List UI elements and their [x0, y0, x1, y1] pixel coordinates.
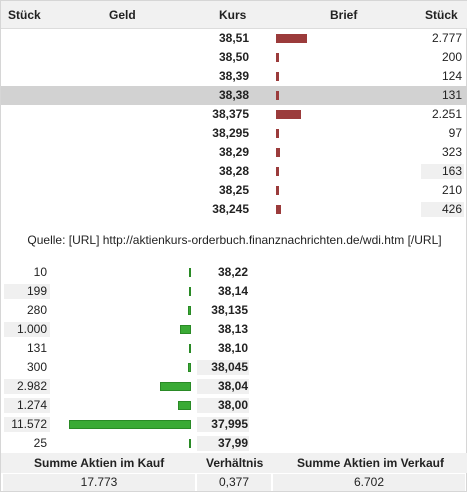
summary-values: 17.773 0,377 6.702: [1, 473, 467, 492]
ask-price: 38,29: [218, 145, 249, 159]
ask-row: 38,25 210: [1, 181, 467, 200]
sell-sum-value: 6.702: [273, 474, 465, 491]
bid-volume-bar: [69, 420, 191, 429]
bid-row: 10 38,22: [1, 263, 467, 282]
ask-volume-bar: [276, 186, 279, 195]
bid-row: 280 38,135: [1, 301, 467, 320]
bid-price: 38,135: [211, 303, 248, 317]
bid-volume-bar: [180, 325, 191, 334]
bid-volume-bar: [160, 382, 191, 391]
ratio-label: Verhältnis: [206, 456, 264, 470]
ask-qty: 200: [441, 50, 462, 64]
ask-volume-bar: [276, 167, 279, 176]
ask-qty: 2.251: [431, 107, 462, 121]
ask-qty: 210: [441, 183, 462, 197]
bid-volume-bar: [189, 439, 191, 448]
bid-qty: 1.000: [4, 322, 50, 337]
bid-volume-bar: [189, 268, 191, 277]
ask-volume-bar: [276, 91, 279, 100]
ask-volume-bar: [276, 53, 279, 62]
bid-volume-bar: [178, 401, 191, 410]
header-qty-right: Stück: [425, 8, 458, 22]
ratio-value: 0,377: [197, 474, 271, 491]
bid-qty: 25: [33, 436, 47, 450]
bid-volume-bar: [189, 287, 191, 296]
ask-price: 38,25: [218, 183, 249, 197]
ask-row: 38,38 131: [1, 86, 467, 105]
bid-price: 38,14: [217, 284, 248, 298]
ask-price: 38,50: [218, 50, 249, 64]
ask-qty: 426: [421, 202, 464, 217]
bid-price: 38,22: [217, 265, 248, 279]
ask-qty: 97: [448, 126, 462, 140]
ask-price: 38,28: [218, 164, 249, 178]
bid-price: 38,04: [197, 379, 249, 394]
ask-volume-bar: [276, 148, 280, 157]
ask-row: 38,28 163: [1, 162, 467, 181]
ask-row: 38,39 124: [1, 67, 467, 86]
ask-price: 38,39: [218, 69, 249, 83]
bid-row: 11.572 37,995: [1, 415, 467, 434]
summary-header: Summe Aktien im Kauf Verhältnis Summe Ak…: [1, 453, 467, 473]
bid-qty: 199: [4, 284, 50, 299]
ask-price: 38,51: [218, 31, 249, 45]
buy-sum-label: Summe Aktien im Kauf: [34, 456, 165, 470]
ask-row: 38,295 97: [1, 124, 467, 143]
ask-price: 38,38: [218, 88, 249, 102]
bid-row: 25 37,99: [1, 434, 467, 453]
ask-qty: 2.777: [431, 31, 462, 45]
ask-volume-bar: [276, 72, 279, 81]
bid-price: 38,045: [197, 360, 249, 375]
bid-row: 131 38,10: [1, 339, 467, 358]
sell-sum-label: Summe Aktien im Verkauf: [297, 456, 444, 470]
ask-price: 38,375: [212, 107, 249, 121]
ask-row: 38,50 200: [1, 48, 467, 67]
bid-qty: 11.572: [4, 417, 50, 432]
header-bid: Geld: [109, 8, 136, 22]
header-price: Kurs: [219, 8, 247, 22]
ask-volume-bar: [276, 205, 281, 214]
buy-sum-value: 17.773: [3, 474, 195, 491]
ask-price: 38,295: [212, 126, 249, 140]
bid-qty: 10: [33, 265, 47, 279]
bid-row: 199 38,14: [1, 282, 467, 301]
bid-price: 37,99: [197, 436, 249, 451]
bid-qty: 280: [26, 303, 47, 317]
ask-qty: 163: [421, 164, 464, 179]
source-line: Quelle: [URL] http://aktienkurs-orderbuc…: [27, 233, 442, 247]
ask-volume-bar: [276, 34, 307, 43]
bid-row: 300 38,045: [1, 358, 467, 377]
ask-row: 38,51 2.777: [1, 29, 467, 48]
bid-volume-bar: [188, 363, 191, 372]
bid-volume-bar: [188, 306, 191, 315]
ask-volume-bar: [276, 110, 301, 119]
bid-qty: 2.982: [4, 379, 50, 394]
bid-price: 38,00: [197, 398, 249, 413]
bid-price: 38,10: [217, 341, 248, 355]
header-qty-left: Stück: [8, 8, 41, 22]
bid-qty: 131: [26, 341, 47, 355]
bid-row: 1.274 38,00: [1, 396, 467, 415]
header-ask: Brief: [330, 8, 358, 22]
bid-price: 37,995: [197, 417, 249, 432]
bid-row: 1.000 38,13: [1, 320, 467, 339]
bid-price: 38,13: [217, 322, 248, 336]
bid-volume-bar: [189, 344, 191, 353]
ask-qty: 131: [441, 88, 462, 102]
orderbook-header: Stück Geld Kurs Brief Stück: [1, 1, 467, 29]
bid-row: 2.982 38,04: [1, 377, 467, 396]
ask-volume-bar: [276, 129, 279, 138]
ask-qty: 124: [441, 69, 462, 83]
ask-row: 38,375 2.251: [1, 105, 467, 124]
ask-row: 38,245 426: [1, 200, 467, 219]
ask-qty: 323: [441, 145, 462, 159]
bid-qty: 300: [26, 360, 47, 374]
bid-qty: 1.274: [4, 398, 50, 413]
ask-price: 38,245: [212, 202, 249, 216]
ask-row: 38,29 323: [1, 143, 467, 162]
